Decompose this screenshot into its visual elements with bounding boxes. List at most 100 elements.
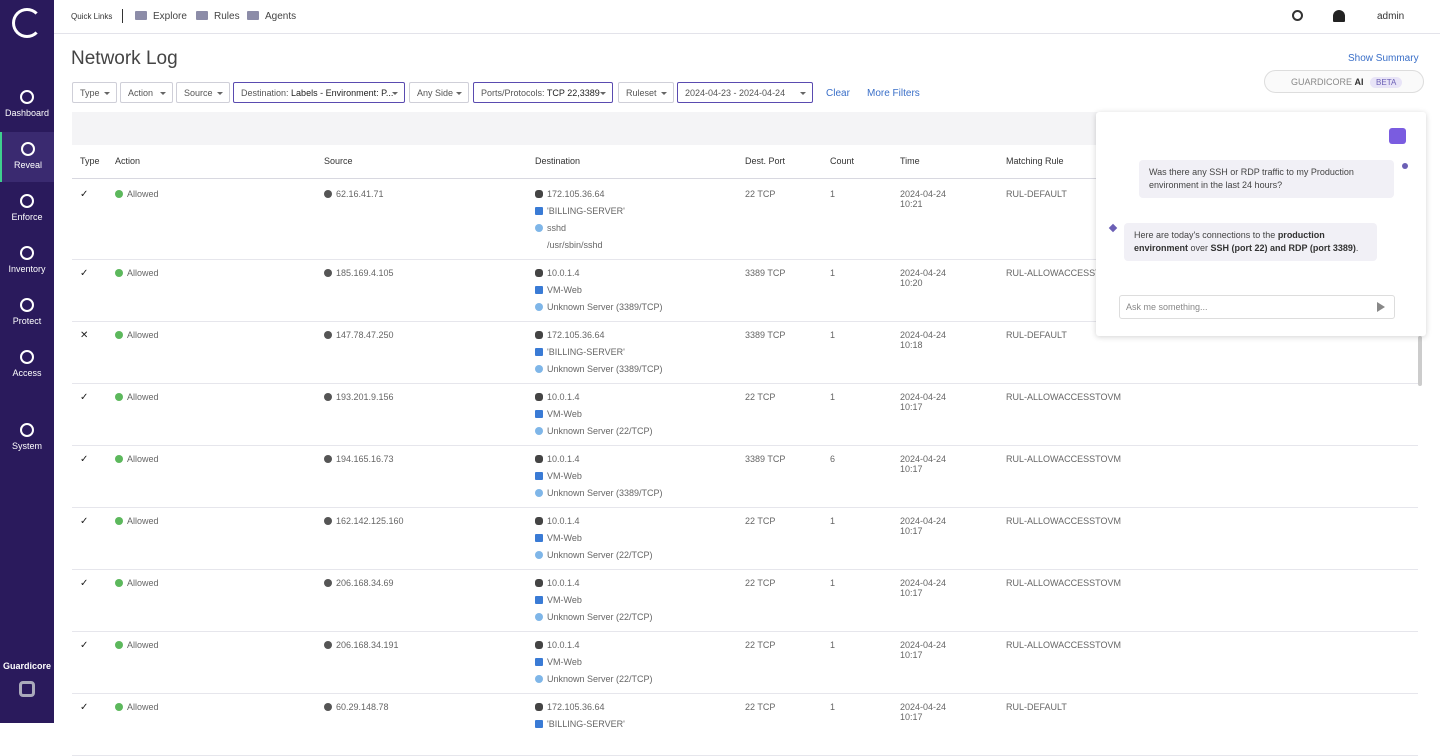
ai-tag: BETA <box>1370 77 1402 88</box>
filter[interactable]: Ports/Protocols: TCP 22,3389 <box>473 82 613 103</box>
column-header[interactable]: Destination <box>535 156 580 166</box>
nav-item[interactable]: Enforce <box>0 184 54 234</box>
nav-label: Protect <box>13 316 42 326</box>
source-cell: 60.29.148.78 <box>324 702 389 712</box>
destination-icon <box>535 703 543 711</box>
count-cell: 1 <box>830 268 835 278</box>
user-avatar <box>1402 163 1408 169</box>
count-cell: 1 <box>830 578 835 588</box>
destination-icon <box>535 190 543 198</box>
quick-link[interactable]: Agents <box>247 11 296 22</box>
source-text: 194.165.16.73 <box>336 454 394 464</box>
row-line <box>72 383 1418 384</box>
rule-cell: RUL-DEFAULT <box>1006 189 1067 199</box>
nav-icon <box>20 90 34 104</box>
action-cell: Allowed <box>115 702 159 712</box>
nav-item[interactable]: Reveal <box>0 132 54 182</box>
folder-icon <box>247 11 259 20</box>
nav-item[interactable]: Access <box>0 340 54 390</box>
action-cell: Allowed <box>115 268 159 278</box>
logo[interactable] <box>12 8 42 38</box>
filter[interactable]: Action <box>120 82 173 103</box>
destination-line: 10.0.1.4 <box>535 392 580 402</box>
column-header[interactable]: Matching Rule <box>1006 156 1064 166</box>
time-cell: 10:17 <box>900 650 923 660</box>
row-line <box>72 569 1418 570</box>
column-header[interactable]: Type <box>80 156 100 166</box>
destination-icon <box>535 348 543 356</box>
filter[interactable]: Type <box>72 82 117 103</box>
globe-icon <box>324 641 332 649</box>
filter[interactable]: Destination: Labels - Environment: P... <box>233 82 405 103</box>
nav-item[interactable]: Protect <box>0 288 54 338</box>
reply-segment: . <box>1356 243 1359 253</box>
filter-value: TCP 22,3389 <box>547 88 600 98</box>
brand: Guardicore <box>0 661 54 671</box>
date-cell: 2024-04-24 <box>900 640 946 650</box>
column-header[interactable]: Count <box>830 156 854 166</box>
count-cell: 1 <box>830 189 835 199</box>
action-text: Allowed <box>127 189 159 199</box>
nav-icon <box>20 350 34 364</box>
chat-input[interactable]: Ask me something... <box>1119 295 1395 319</box>
source-cell: 193.201.9.156 <box>324 392 394 402</box>
ai-badge[interactable]: GUARDICORE AI BETA <box>1264 70 1424 93</box>
column-header[interactable]: Time <box>900 156 920 166</box>
nav-item[interactable]: Dashboard <box>0 80 54 130</box>
destination-text: VM-Web <box>547 595 582 605</box>
time-cell: 10:17 <box>900 588 923 598</box>
destination-text: 'BILLING-SERVER' <box>547 719 625 729</box>
destination-text: 'BILLING-SERVER' <box>547 347 625 357</box>
destination-line: 'BILLING-SERVER' <box>535 347 625 357</box>
nav-icon <box>20 194 34 208</box>
filter[interactable]: 2024-04-23 - 2024-04-24 <box>677 82 813 103</box>
destination-line: 172.105.36.64 <box>535 330 605 340</box>
quick-link[interactable]: Rules <box>196 11 240 22</box>
scrollbar <box>1418 336 1422 386</box>
nav-item[interactable]: Inventory <box>0 236 54 286</box>
filter[interactable]: Ruleset <box>618 82 674 103</box>
port-cell: 22 TCP <box>745 516 775 526</box>
folder-icon <box>135 11 147 20</box>
destination-text: 10.0.1.4 <box>547 268 580 278</box>
destination-text: VM-Web <box>547 409 582 419</box>
filter[interactable]: Any Side <box>409 82 469 103</box>
allowed-icon <box>115 269 123 277</box>
nav-item[interactable]: System <box>0 413 54 463</box>
bell-icon[interactable] <box>1333 10 1345 22</box>
destination-icon <box>535 720 543 728</box>
destination-line: Unknown Server (3389/TCP) <box>535 302 663 312</box>
clear-filters[interactable]: Clear <box>826 88 850 99</box>
source-text: 60.29.148.78 <box>336 702 389 712</box>
destination-line: VM-Web <box>535 533 582 543</box>
app: {"sidebar":{"items":["Dashboard","Reveal… <box>0 0 1440 723</box>
destination-line: sshd <box>535 223 566 233</box>
nav-icon <box>20 298 34 312</box>
quick-link[interactable]: Explore <box>135 11 187 22</box>
port-cell: 3389 TCP <box>745 454 785 464</box>
filter[interactable]: Source <box>176 82 230 103</box>
type-cell: ✓ <box>80 268 88 279</box>
refresh-icon[interactable] <box>1292 10 1303 21</box>
destination-text: 10.0.1.4 <box>547 640 580 650</box>
show-summary[interactable]: Show Summary <box>1348 53 1419 64</box>
new-chat-button[interactable] <box>1389 128 1406 144</box>
column-header[interactable]: Action <box>115 156 140 166</box>
destination-text: Unknown Server (22/TCP) <box>547 426 653 436</box>
ai-avatar <box>1109 224 1117 232</box>
type-cell: ✓ <box>80 392 88 403</box>
source-text: 185.169.4.105 <box>336 268 394 278</box>
column-header[interactable]: Dest. Port <box>745 156 785 166</box>
port-cell: 3389 TCP <box>745 330 785 340</box>
column-header[interactable]: Source <box>324 156 353 166</box>
nav-label: Inventory <box>8 264 45 274</box>
destination-line: VM-Web <box>535 285 582 295</box>
user-menu[interactable]: admin <box>1377 11 1404 22</box>
filter-label: Ruleset <box>626 88 657 98</box>
send-button[interactable] <box>1377 302 1390 312</box>
count-cell: 1 <box>830 702 835 712</box>
globe-icon <box>324 331 332 339</box>
port-cell: 3389 TCP <box>745 268 785 278</box>
destination-text: 172.105.36.64 <box>547 189 605 199</box>
more-filters[interactable]: More Filters <box>867 88 920 99</box>
